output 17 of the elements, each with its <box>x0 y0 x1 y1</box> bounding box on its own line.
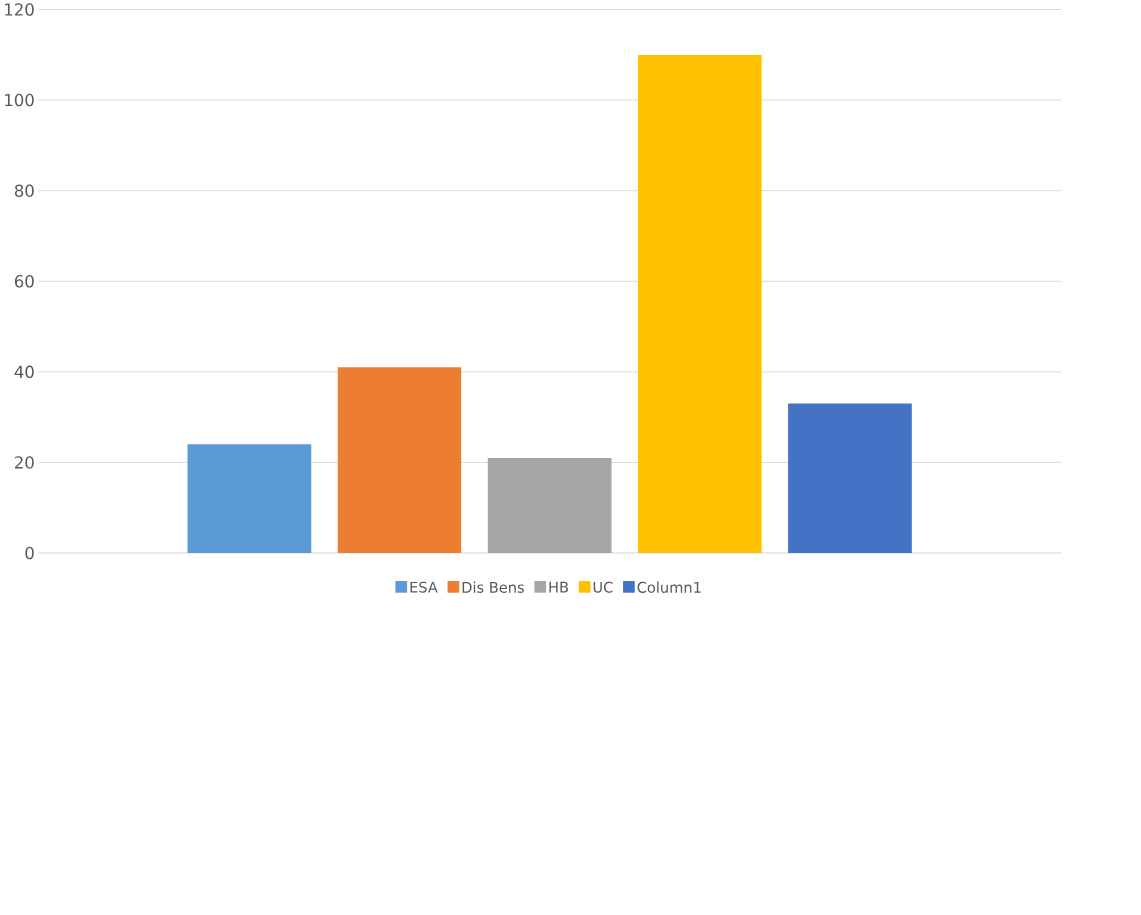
legend-label: HB <box>549 581 569 593</box>
bar <box>788 403 912 553</box>
legend-label: Dis Bens <box>462 581 524 593</box>
y-tick-label: 100 <box>5 93 34 107</box>
y-tick-label: 120 <box>5 3 34 16</box>
y-tick-label: 20 <box>14 455 34 469</box>
legend-label: Column1 <box>637 581 701 593</box>
y-tick-label: 60 <box>14 274 34 288</box>
y-tick-label: 0 <box>25 546 34 560</box>
y-tick-label: 80 <box>14 184 34 197</box>
legend-label: ESA <box>410 581 438 593</box>
y-tick-label: 40 <box>14 365 34 378</box>
bar <box>637 54 762 553</box>
bar <box>487 457 612 553</box>
bar <box>187 444 312 553</box>
legend-label: UC <box>593 581 613 593</box>
bar <box>337 367 462 553</box>
